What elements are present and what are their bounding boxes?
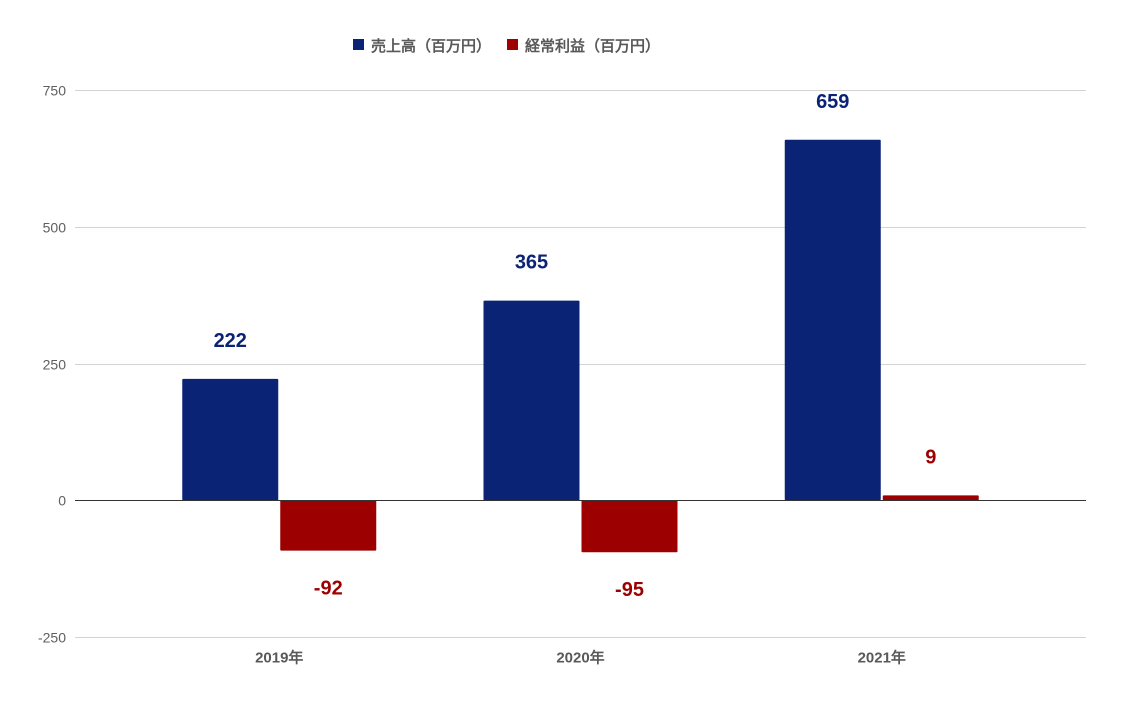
y-tick-label: 0: [58, 493, 66, 509]
bar: [280, 500, 377, 551]
data-label: 659: [816, 91, 849, 113]
data-label: 365: [515, 252, 548, 274]
bars: [182, 139, 979, 553]
legend-label-1: 売上高（百万円）: [371, 37, 491, 55]
legend-swatch-1: [353, 39, 364, 50]
y-tick-label: 750: [43, 83, 67, 99]
y-axis-labels: 750 500 250 0 -250: [38, 83, 66, 646]
x-tick-label: 2020年: [556, 649, 604, 667]
x-tick-label: 2021年: [858, 649, 906, 667]
gridlines: [75, 90, 1086, 638]
y-tick-label: -250: [38, 630, 66, 646]
bar: [784, 139, 881, 501]
bar: [882, 495, 979, 501]
data-label: -95: [615, 579, 644, 601]
legend-swatch-2: [507, 39, 519, 50]
data-label: 222: [214, 330, 247, 352]
y-tick-label: 500: [43, 220, 67, 236]
legend-label-2: 経常利益（百万円）: [525, 37, 660, 55]
x-axis-labels: 2019年 2020年 2021年: [255, 649, 906, 667]
bar: [581, 500, 678, 553]
bar: [182, 378, 279, 501]
data-label: 9: [925, 446, 936, 468]
data-label: -92: [314, 578, 343, 600]
legend-item-2: 経常利益（百万円）: [507, 37, 660, 55]
y-tick-label: 250: [43, 357, 67, 373]
legend-item-1: 売上高（百万円）: [353, 37, 491, 55]
legend: 売上高（百万円） 経常利益（百万円）: [353, 37, 660, 55]
bar: [483, 300, 580, 501]
x-tick-label: 2019年: [255, 649, 303, 667]
data-labels: 222 -92 365 -95 659 9: [214, 91, 937, 601]
